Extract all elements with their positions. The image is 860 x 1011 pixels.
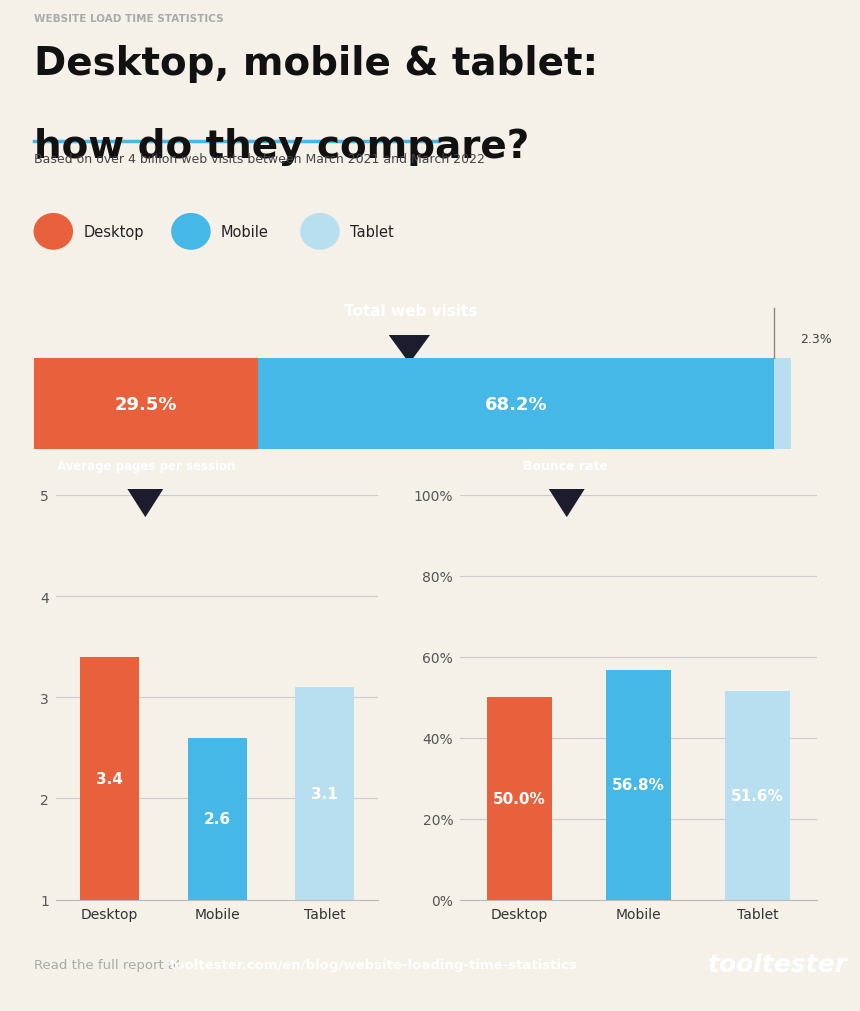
Ellipse shape [300, 213, 340, 251]
Text: 51.6%: 51.6% [731, 788, 784, 803]
Bar [774, 359, 791, 450]
Text: 3.1: 3.1 [311, 787, 338, 801]
Text: Tablet: Tablet [350, 224, 394, 240]
Text: tooltester: tooltester [709, 952, 848, 977]
Bar [725, 692, 790, 900]
Text: WEBSITE LOAD TIME STATISTICS: WEBSITE LOAD TIME STATISTICS [34, 14, 224, 24]
Text: 29.5%: 29.5% [114, 395, 177, 413]
Bar [187, 738, 247, 900]
Text: 2.6: 2.6 [204, 812, 230, 826]
Text: 2.3%: 2.3% [801, 333, 832, 346]
Text: 56.8%: 56.8% [612, 777, 665, 793]
Ellipse shape [171, 213, 211, 251]
Text: Based on over 4 billion web visits between March 2021 and March 2022: Based on over 4 billion web visits betwe… [34, 153, 485, 166]
Bar [258, 359, 774, 450]
Polygon shape [127, 489, 163, 518]
Text: Desktop: Desktop [83, 224, 144, 240]
Text: Total web visits: Total web visits [344, 303, 477, 318]
Text: how do they compare?: how do they compare? [34, 127, 530, 166]
Bar [487, 698, 552, 900]
Text: 50.0%: 50.0% [493, 792, 546, 806]
Text: 3.4: 3.4 [96, 771, 123, 786]
Text: tooltester.com/en/blog/website-loading-time-statistics: tooltester.com/en/blog/website-loading-t… [169, 958, 577, 971]
Text: Read the full report at: Read the full report at [34, 958, 186, 971]
Text: 68.2%: 68.2% [484, 395, 547, 413]
Ellipse shape [34, 213, 73, 251]
Text: Mobile: Mobile [221, 224, 269, 240]
Text: Desktop, mobile & tablet:: Desktop, mobile & tablet: [34, 45, 599, 83]
Polygon shape [549, 489, 585, 518]
Bar [80, 657, 139, 900]
Text: Average pages per session: Average pages per session [57, 460, 236, 472]
Bar [295, 687, 354, 900]
Bar [34, 359, 258, 450]
Bar [605, 670, 672, 900]
Text: Bounce rate: Bounce rate [523, 460, 608, 472]
Polygon shape [389, 336, 430, 364]
